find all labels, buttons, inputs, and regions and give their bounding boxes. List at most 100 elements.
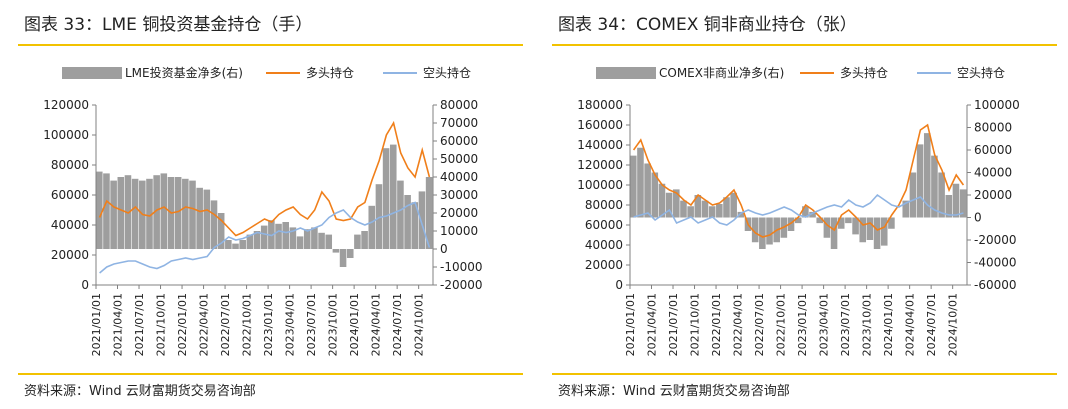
right-axis-tick-label: 50000: [440, 152, 478, 166]
left-axis-tick-label: 40000: [585, 238, 623, 252]
net-long-bar: [809, 211, 816, 218]
net-long-bar: [225, 240, 232, 249]
left-axis-tick-label: 120000: [577, 158, 623, 172]
net-long-bar: [931, 155, 938, 218]
x-axis-tick-label: 2024/04/01: [904, 293, 917, 356]
chart-panel-comex: 图表 34：COMEX 铜非商业持仓（张） COMEX非商业净多(右) 多头持仓 空…: [552, 0, 1068, 409]
chart-panel-lme: 图表 33：LME 铜投资基金持仓（手） LME投资基金净多(右) 多头持仓 空头持…: [18, 0, 538, 409]
x-axis-tick-label: 2021/10/01: [155, 293, 168, 356]
x-axis-tick-label: 2023/01/01: [262, 293, 275, 356]
net-long-bar: [289, 227, 297, 249]
x-axis-tick-label: 2023/10/01: [327, 293, 340, 356]
net-long-bar: [182, 178, 189, 249]
legend-label-short: 空头持仓: [957, 65, 1005, 80]
net-long-bar: [680, 200, 687, 218]
net-long-bar: [210, 200, 218, 249]
net-long-bar: [96, 171, 103, 249]
net-long-bar: [673, 189, 680, 218]
left-axis-tick-label: 40000: [51, 218, 89, 232]
net-long-bar: [837, 217, 845, 229]
right-axis-tick-label: 40000: [974, 166, 1012, 180]
left-axis-tick-label: 160000: [577, 118, 623, 132]
net-long-bar: [354, 234, 361, 249]
net-long-bar: [644, 163, 651, 218]
net-long-bar: [923, 133, 931, 218]
net-long-bar: [859, 217, 867, 243]
net-long-bar: [687, 206, 694, 218]
net-long-bar: [296, 236, 304, 249]
right-axis-tick-label: 60000: [974, 143, 1012, 157]
left-axis-tick-label: 180000: [577, 98, 623, 112]
source-rule: [18, 373, 523, 375]
short-position-line: [633, 193, 964, 226]
source-rule: [552, 373, 1057, 375]
net-long-bar: [325, 234, 333, 249]
left-axis-tick-label: 100000: [577, 178, 623, 192]
net-long-bar: [160, 173, 168, 249]
net-long-bar: [110, 180, 117, 249]
left-axis-tick-label: 100000: [43, 128, 89, 142]
net-long-bar: [275, 223, 282, 249]
net-long-bar: [730, 192, 737, 218]
legend-label-net-long: LME投资基金净多(右): [125, 65, 243, 80]
net-long-bar: [658, 183, 666, 218]
x-axis-tick-label: 2022/07/01: [219, 293, 232, 356]
net-long-bar: [232, 243, 239, 249]
x-axis-tick-label: 2024/01/01: [348, 293, 361, 356]
left-axis-tick-label: 0: [615, 278, 623, 292]
right-axis-tick-label: 80000: [440, 98, 478, 112]
right-axis-tick-label: 100000: [974, 98, 1020, 112]
net-long-bar: [311, 227, 318, 249]
net-long-bar: [131, 178, 139, 249]
net-long-bar: [723, 197, 730, 218]
source-note: 资料来源：Wind 云财富期货交易咨询部: [24, 384, 256, 399]
x-axis-tick-label: 2021/07/01: [667, 293, 680, 356]
x-axis-tick-label: 2024/04/01: [370, 293, 383, 356]
figure-title: 图表 33：LME 铜投资基金持仓（手）: [24, 15, 313, 35]
left-axis-tick-label: 80000: [585, 198, 623, 212]
title-rule: [552, 44, 1057, 46]
title-rule: [18, 44, 523, 46]
x-axis-tick-label: 2022/04/01: [732, 293, 745, 356]
x-axis-tick-label: 2023/04/01: [818, 293, 831, 356]
net-long-bar: [852, 217, 859, 235]
net-long-bar: [361, 231, 368, 249]
net-long-bar: [959, 189, 967, 218]
left-axis-tick-label: 80000: [51, 158, 89, 172]
right-axis-tick-label: -20000: [974, 233, 1017, 247]
left-axis-tick-label: 60000: [585, 218, 623, 232]
x-axis-tick-label: 2023/07/01: [305, 293, 318, 356]
net-long-bar: [909, 172, 917, 218]
net-long-bar: [866, 217, 874, 240]
x-axis-tick-label: 2021/04/01: [112, 293, 125, 356]
net-long-bar: [339, 249, 347, 267]
net-long-bar: [945, 195, 953, 218]
net-long-bar: [938, 172, 945, 218]
long-position-line: [632, 123, 965, 238]
net-long-bar: [389, 144, 397, 249]
x-axis-tick-label: 2024/10/01: [947, 293, 960, 356]
short-position-line: [99, 201, 431, 274]
net-long-bar: [189, 180, 196, 249]
right-axis-tick-label: 40000: [440, 170, 478, 184]
x-axis-tick-label: 2022/10/01: [775, 293, 788, 356]
net-long-bar: [282, 222, 289, 249]
x-axis-tick-label: 2022/01/01: [176, 293, 189, 356]
right-axis-tick-label: 0: [974, 211, 982, 225]
x-axis-tick-label: 2023/07/01: [839, 293, 852, 356]
figure-title: 图表 34：COMEX 铜非商业持仓（张）: [558, 15, 857, 35]
net-long-bar: [425, 177, 433, 249]
right-axis-tick-label: -10000: [440, 260, 483, 274]
lme-position-chart: LME投资基金净多(右) 多头持仓 空头持仓 0 20000 40000 60000 8000…: [43, 65, 483, 356]
net-long-bar: [153, 175, 160, 249]
right-axis-tick-label: 10000: [440, 224, 478, 238]
right-axis-tick-label: 60000: [440, 134, 478, 148]
legend-label-short: 空头持仓: [423, 65, 471, 80]
legend-label-long: 多头持仓: [840, 65, 888, 80]
right-axis-tick-label: 70000: [440, 116, 478, 130]
net-long-bar: [630, 155, 637, 218]
net-long-bar: [651, 172, 659, 218]
right-axis-tick-label: -20000: [440, 278, 483, 292]
net-long-bar: [737, 211, 745, 218]
x-axis-tick-label: 2021/01/01: [90, 293, 103, 356]
